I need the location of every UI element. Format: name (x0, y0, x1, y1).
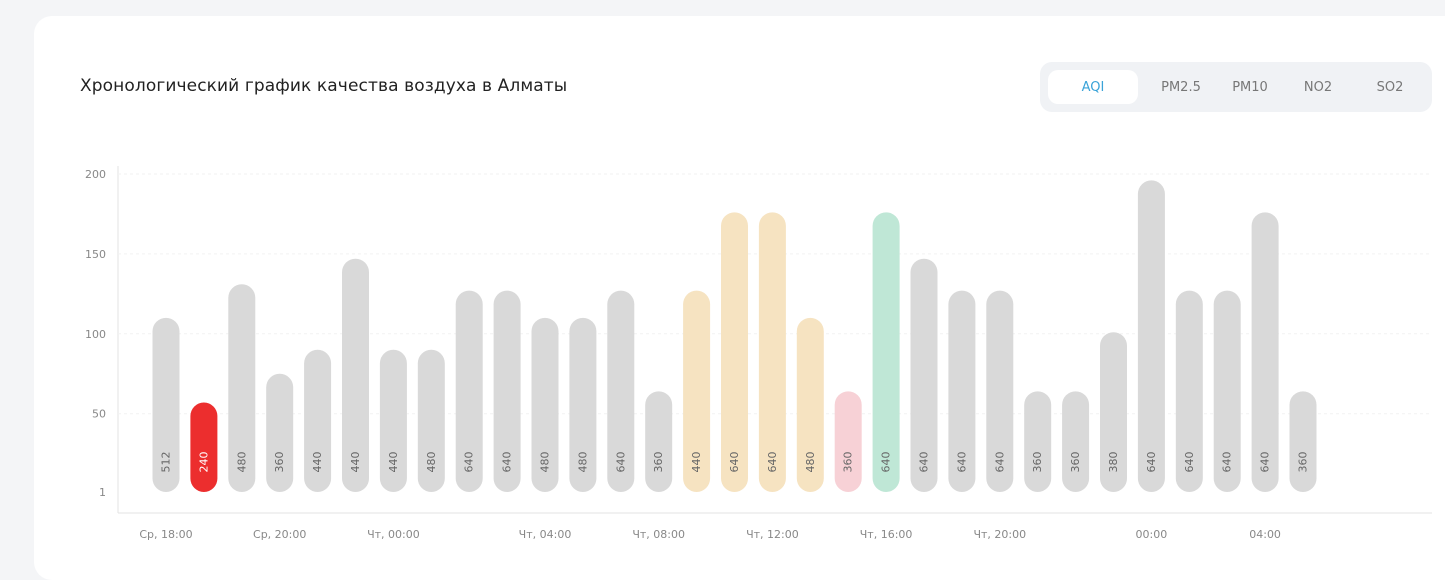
bar[interactable] (190, 402, 218, 492)
bar[interactable] (1062, 391, 1090, 492)
bar[interactable] (1213, 290, 1241, 492)
bar[interactable] (1137, 180, 1165, 492)
bar[interactable] (607, 290, 635, 492)
bar-label: 640 (1221, 452, 1234, 473)
bar-label: 640 (766, 452, 779, 473)
bar[interactable] (304, 349, 332, 492)
x-tick-label: Чт, 08:00 (632, 528, 685, 541)
y-tick-label: 100 (85, 328, 106, 341)
bar-label: 440 (690, 452, 703, 473)
bar[interactable] (910, 258, 938, 492)
bar-label: 480 (425, 452, 438, 473)
bar[interactable] (645, 391, 673, 492)
y-tick-label: 150 (85, 248, 106, 261)
bar-label: 380 (1107, 452, 1120, 473)
tab-aqi[interactable]: AQI (1048, 70, 1138, 104)
x-tick-label: Чт, 04:00 (519, 528, 572, 541)
bar[interactable] (834, 391, 862, 492)
x-tick-label: Чт, 16:00 (860, 528, 913, 541)
bar[interactable] (986, 290, 1014, 492)
bar[interactable] (342, 258, 369, 492)
bar[interactable] (569, 317, 597, 492)
tab-so2[interactable]: SO2 (1376, 79, 1404, 95)
x-tick-label: Чт, 12:00 (746, 528, 799, 541)
x-tick-label: Чт, 20:00 (973, 528, 1026, 541)
bar[interactable] (493, 290, 521, 492)
chart-title: Хронологический график качества воздуха … (80, 76, 568, 96)
bar[interactable] (455, 290, 483, 492)
bar[interactable] (1100, 332, 1127, 492)
bar[interactable] (152, 317, 180, 492)
bar-label: 640 (1183, 452, 1196, 473)
bar[interactable] (1289, 391, 1317, 492)
bar-label: 640 (1145, 452, 1158, 473)
bar-label: 480 (576, 452, 589, 473)
bar-label: 640 (463, 452, 476, 473)
bar[interactable] (796, 317, 824, 492)
bar-label: 480 (235, 452, 248, 473)
x-tick-label: 04:00 (1249, 528, 1281, 541)
bar-label: 640 (728, 452, 741, 473)
bar-label: 440 (387, 452, 400, 473)
bar-label: 360 (1031, 452, 1044, 473)
bar-label: 360 (273, 452, 286, 473)
bar[interactable] (1251, 212, 1279, 493)
bar[interactable] (531, 317, 559, 492)
y-tick-label: 50 (92, 408, 106, 421)
x-tick-label: Ср, 20:00 (253, 528, 306, 541)
bar-label: 360 (1297, 452, 1310, 473)
bar[interactable] (1175, 290, 1203, 492)
bar[interactable] (417, 349, 445, 492)
bar[interactable] (1024, 391, 1052, 492)
bar-label: 640 (1259, 452, 1272, 473)
x-tick-label: Ср, 18:00 (139, 528, 192, 541)
tab-pm25[interactable]: PM2.5 (1161, 79, 1201, 95)
x-tick-label: Чт, 00:00 (367, 528, 420, 541)
bar-label: 640 (501, 451, 514, 472)
y-tick-label: 200 (85, 168, 106, 181)
bar-label: 640 (918, 452, 931, 473)
bar[interactable] (721, 212, 748, 493)
bar[interactable] (266, 373, 294, 492)
bar-label: 480 (539, 452, 552, 473)
bar[interactable] (948, 290, 976, 492)
bar-label: 640 (955, 452, 968, 473)
pollutant-tabs: AQI PM2.5 PM10 NO2 SO2 (1040, 62, 1432, 112)
bar-label: 240 (197, 452, 210, 473)
tab-pm10[interactable]: PM10 (1232, 79, 1268, 95)
bar[interactable] (228, 284, 256, 492)
bar-label: 640 (880, 452, 893, 473)
tab-no2[interactable]: NO2 (1303, 79, 1333, 95)
bar-label: 440 (311, 452, 324, 473)
bar-label: 640 (614, 452, 627, 473)
bar-label: 360 (842, 452, 855, 473)
bar[interactable] (683, 290, 711, 492)
y-tick-label: 1 (99, 486, 106, 499)
bar-label: 360 (652, 452, 665, 473)
bar[interactable] (379, 349, 407, 492)
bar-label: 440 (349, 452, 362, 473)
bar-label: 360 (1069, 452, 1082, 473)
bar-label: 480 (804, 452, 817, 473)
bar[interactable] (872, 212, 900, 493)
x-tick-label: 00:00 (1136, 528, 1168, 541)
bar[interactable] (758, 212, 786, 493)
bar-label: 512 (160, 452, 173, 473)
bar-label: 640 (993, 452, 1006, 473)
